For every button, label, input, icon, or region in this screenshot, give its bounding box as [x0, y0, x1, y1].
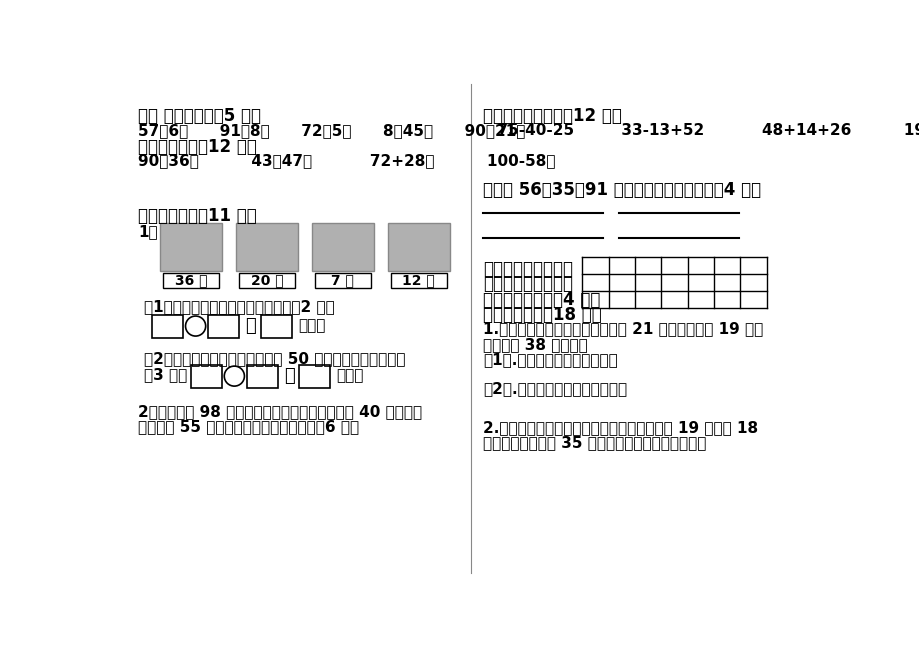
Bar	[246, 365, 278, 387]
Text: 57－6＝      91＋8＝      72－5＝      8＋45＝      90－21＝: 57－6＝ 91＋8＝ 72－5＝ 8＋45＝ 90－21＝	[138, 123, 525, 138]
Text: 90－36＝          43＋47＝           72+28＝          100-58＝: 90－36＝ 43＋47＝ 72+28＝ 100-58＝	[138, 154, 555, 169]
Text: 四边形和三角形（4 分）: 四边形和三角形（4 分）	[482, 290, 600, 309]
Circle shape	[186, 316, 206, 336]
Text: 兰兰踢了 38 下。问：: 兰兰踢了 38 下。问：	[482, 337, 587, 352]
Text: 四、解决问题（11 分）: 四、解决问题（11 分）	[138, 208, 256, 225]
Text: 八、解决问题（18 分）: 八、解决问题（18 分）	[482, 306, 601, 324]
Text: （2）.田田和方方一共踢了几下？: （2）.田田和方方一共踢了几下？	[482, 381, 627, 396]
Text: ＝: ＝	[284, 367, 294, 385]
Text: 20 元: 20 元	[250, 273, 283, 288]
Text: （3 分）: （3 分）	[144, 367, 187, 382]
Text: 上各画一个你喜欢的: 上各画一个你喜欢的	[482, 275, 573, 293]
Bar	[208, 314, 239, 338]
Bar	[391, 273, 447, 288]
Bar	[163, 273, 219, 288]
Text: 六、用 56、35、91 三个数，写出四个等式（4 分）: 六、用 56、35、91 三个数，写出四个等式（4 分）	[482, 180, 760, 199]
Bar	[260, 314, 291, 338]
Bar	[160, 223, 221, 271]
Bar	[314, 273, 370, 288]
Text: 12 元: 12 元	[402, 273, 435, 288]
Text: （元）: （元）	[336, 368, 364, 383]
Text: 人，现有一辆限乘 35 人的客车，能将他们拉下吗？: 人，现有一辆限乘 35 人的客车，能将他们拉下吗？	[482, 436, 706, 450]
Text: 七、在右边的格子图: 七、在右边的格子图	[482, 260, 573, 278]
Text: 三、竖式计算（12 分）: 三、竖式计算（12 分）	[138, 138, 256, 156]
Text: ＝: ＝	[245, 317, 255, 335]
Text: 2、一年级有 98 个同学去旅游。第一辆车只能坐 40 人，第二: 2、一年级有 98 个同学去旅游。第一辆车只能坐 40 人，第二	[138, 404, 422, 419]
Text: 辆车能坐 55 人。还有多少人不能上车？（6 分）: 辆车能坐 55 人。还有多少人不能上车？（6 分）	[138, 419, 359, 434]
Text: （元）: （元）	[298, 318, 325, 333]
Bar	[239, 273, 294, 288]
Bar	[191, 365, 221, 387]
Bar	[235, 223, 298, 271]
Text: 75-40-25         33-13+52           48+14+26          19+19-19: 75-40-25 33-13+52 48+14+26 19+19-19	[486, 123, 919, 138]
Text: 7 元: 7 元	[331, 273, 354, 288]
Bar	[312, 223, 373, 271]
Text: 五、用递等式计算（12 分）: 五、用递等式计算（12 分）	[482, 107, 621, 126]
Text: 1、: 1、	[138, 225, 158, 240]
Text: 1.在一次踢毽子比赛中，田田踢了 21 下、方方踢了 19 下，: 1.在一次踢毽子比赛中，田田踢了 21 下、方方踢了 19 下，	[482, 322, 763, 337]
Bar	[388, 223, 449, 271]
Text: 二、 直接写得数（5 分）: 二、 直接写得数（5 分）	[138, 107, 261, 126]
Text: 36 元: 36 元	[175, 273, 207, 288]
Circle shape	[224, 366, 244, 386]
Bar	[152, 314, 183, 338]
Text: （2）笑笑买了一个地球仪，付了 50 元钱，应找回多少元？: （2）笑笑买了一个地球仪，付了 50 元钱，应找回多少元？	[144, 352, 405, 367]
Bar	[299, 365, 330, 387]
Text: （1）你想买哪两种？需要多少元？（2 分）: （1）你想买哪两种？需要多少元？（2 分）	[144, 299, 335, 314]
Text: （1）.兰兰比方方多踢了几下？: （1）.兰兰比方方多踢了几下？	[482, 352, 618, 367]
Text: 2.一名老师带一年级学生去湿地公园，其中男 19 人、女 18: 2.一名老师带一年级学生去湿地公园，其中男 19 人、女 18	[482, 420, 757, 435]
